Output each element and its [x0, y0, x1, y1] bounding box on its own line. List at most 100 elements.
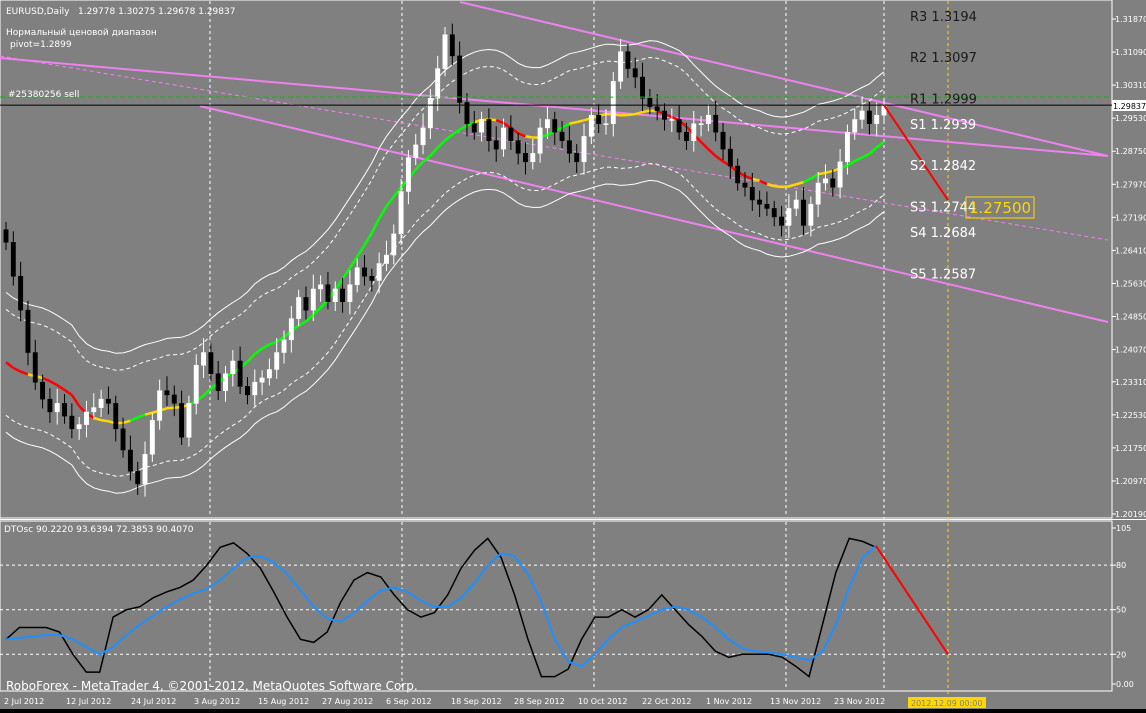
- candle-body: [187, 403, 191, 437]
- price-tick-label: 1.20190: [1115, 510, 1146, 519]
- candle-body: [545, 119, 549, 127]
- candle-body: [575, 153, 579, 161]
- price-tick-label: 1.24850: [1115, 313, 1146, 322]
- order-label: #25380256 sell: [8, 90, 79, 100]
- candle-body: [62, 403, 66, 416]
- candle-body: [794, 200, 798, 208]
- candle-body: [289, 319, 293, 340]
- candle-body: [99, 399, 103, 407]
- candle-body: [487, 119, 491, 140]
- candle-body: [428, 98, 432, 128]
- candle-body: [538, 128, 542, 153]
- candle-body: [757, 200, 761, 204]
- candle-body: [809, 204, 813, 225]
- candle-body: [589, 115, 593, 136]
- candle-body: [874, 115, 878, 123]
- candle-body: [143, 454, 147, 484]
- candle-body: [282, 340, 286, 353]
- candle-body: [618, 52, 622, 82]
- candle-body: [860, 111, 864, 119]
- osc-tick-label: 80: [1116, 561, 1126, 570]
- candle-body: [728, 149, 732, 166]
- candle-body: [399, 191, 403, 233]
- candle-body: [231, 361, 235, 374]
- ma-segment: [577, 120, 584, 122]
- date-label: 18 Sep 2012: [451, 697, 502, 706]
- target-price-label: 1.27500: [969, 199, 1031, 217]
- candle-body: [340, 289, 344, 302]
- candle-body: [275, 353, 279, 370]
- price-tick-label: 1.24070: [1115, 346, 1146, 355]
- candle-body: [714, 115, 718, 132]
- candle-body: [253, 382, 257, 395]
- candle-body: [106, 399, 110, 403]
- date-label: 13 Nov 2012: [770, 697, 821, 706]
- candle-body: [735, 166, 739, 183]
- candle-body: [128, 450, 132, 471]
- ma-segment: [525, 136, 532, 137]
- price-tick-label: 1.30310: [1115, 81, 1146, 90]
- candle-body: [640, 77, 644, 98]
- candle-body: [326, 285, 330, 302]
- date-label: 10 Oct 2012: [578, 697, 627, 706]
- candle-body: [84, 412, 88, 425]
- symbol-label: EURUSD,Daily: [6, 7, 70, 17]
- candle-body: [26, 310, 30, 352]
- candle-body: [18, 276, 22, 310]
- osc-tick-label: 0.00: [1116, 680, 1134, 689]
- candle-body: [743, 183, 747, 187]
- candle-body: [501, 128, 505, 149]
- date-label: 6 Sep 2012: [386, 697, 432, 706]
- candle-body: [201, 353, 205, 366]
- candle-body: [450, 35, 454, 56]
- pivot-level-label: R1 1.2999: [910, 93, 977, 108]
- ohlc-label: 1.29778 1.30275 1.29678 1.29837: [78, 7, 235, 17]
- candle-body: [692, 124, 696, 141]
- candle-body: [801, 200, 805, 225]
- date-label: 24 Jul 2012: [131, 697, 176, 706]
- candle-body: [677, 119, 681, 132]
- ma-segment: [643, 111, 650, 113]
- candle-body: [165, 391, 169, 395]
- candle-body: [121, 429, 125, 450]
- candle-body: [150, 420, 154, 454]
- candle-body: [670, 119, 674, 120]
- ma-segment: [782, 186, 789, 187]
- candle-body: [721, 132, 725, 149]
- candle-body: [816, 183, 820, 204]
- current-price-tag: 1.29837: [1112, 100, 1146, 111]
- candle-body: [172, 395, 176, 403]
- price-tick-label: 1.26410: [1115, 246, 1146, 255]
- ma-segment: [101, 420, 108, 421]
- price-tick-label: 1.21750: [1115, 444, 1146, 453]
- candle-body: [523, 153, 527, 161]
- ma-segment: [569, 122, 576, 124]
- candle-body: [114, 403, 118, 428]
- candle-body: [765, 204, 769, 208]
- candle-body: [787, 208, 791, 225]
- candle-body: [194, 365, 198, 403]
- candle-body: [823, 179, 827, 183]
- cursor-date-tag: 2012.12.09 00:00: [908, 697, 986, 708]
- candle-body: [845, 132, 849, 162]
- price-tick-label: 1.31090: [1115, 48, 1146, 57]
- date-label: 27 Aug 2012: [322, 697, 373, 706]
- price-tick-label: 1.27190: [1115, 213, 1146, 222]
- candle-body: [699, 124, 703, 125]
- candle-body: [706, 115, 710, 123]
- candle-body: [377, 264, 381, 281]
- candle-body: [655, 107, 659, 111]
- target-price-box[interactable]: 1.27500: [966, 197, 1034, 218]
- ma-segment: [774, 186, 781, 187]
- candle-body: [553, 119, 557, 132]
- price-tick-label: 1.23310: [1115, 378, 1146, 387]
- candle-body: [370, 276, 374, 280]
- candle-body: [684, 132, 688, 140]
- candle-body: [11, 242, 15, 276]
- candle-body: [457, 56, 461, 103]
- candle-body: [238, 361, 242, 386]
- date-label: 15 Aug 2012: [258, 697, 309, 706]
- ma-segment: [818, 173, 825, 174]
- candle-body: [633, 69, 637, 77]
